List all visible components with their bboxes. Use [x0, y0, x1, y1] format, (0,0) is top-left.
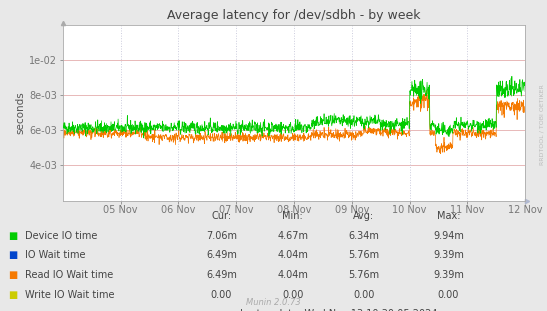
- Text: 6.49m: 6.49m: [206, 270, 237, 280]
- Text: ■: ■: [8, 231, 18, 241]
- Text: Max:: Max:: [437, 211, 460, 221]
- Text: ■: ■: [8, 250, 18, 260]
- Text: 6.49m: 6.49m: [206, 250, 237, 260]
- Text: Last update: Wed Nov 13 10:30:05 2024: Last update: Wed Nov 13 10:30:05 2024: [240, 309, 438, 311]
- Text: IO Wait time: IO Wait time: [25, 250, 85, 260]
- Text: Avg:: Avg:: [353, 211, 374, 221]
- Text: 4.67m: 4.67m: [277, 231, 308, 241]
- Text: Min:: Min:: [282, 211, 303, 221]
- Text: 0.00: 0.00: [211, 290, 232, 299]
- Text: ■: ■: [8, 270, 18, 280]
- Title: Average latency for /dev/sdbh - by week: Average latency for /dev/sdbh - by week: [167, 9, 421, 22]
- Text: ■: ■: [8, 290, 18, 299]
- Text: 0.00: 0.00: [282, 290, 304, 299]
- Text: Write IO Wait time: Write IO Wait time: [25, 290, 114, 299]
- Text: 0.00: 0.00: [438, 290, 459, 299]
- Text: RRDTOOL / TOBI OETIKER: RRDTOOL / TOBI OETIKER: [539, 84, 544, 165]
- Text: Cur:: Cur:: [212, 211, 231, 221]
- Text: 6.34m: 6.34m: [348, 231, 379, 241]
- Text: 4.04m: 4.04m: [277, 250, 308, 260]
- Text: Read IO Wait time: Read IO Wait time: [25, 270, 113, 280]
- Text: Device IO time: Device IO time: [25, 231, 97, 241]
- Text: 0.00: 0.00: [353, 290, 375, 299]
- Text: 9.39m: 9.39m: [433, 250, 464, 260]
- Text: 9.39m: 9.39m: [433, 270, 464, 280]
- Y-axis label: seconds: seconds: [15, 91, 25, 134]
- Text: 9.94m: 9.94m: [433, 231, 464, 241]
- Text: Munin 2.0.73: Munin 2.0.73: [246, 298, 301, 307]
- Text: 4.04m: 4.04m: [277, 270, 308, 280]
- Text: 5.76m: 5.76m: [348, 250, 379, 260]
- Text: 7.06m: 7.06m: [206, 231, 237, 241]
- Text: 5.76m: 5.76m: [348, 270, 379, 280]
